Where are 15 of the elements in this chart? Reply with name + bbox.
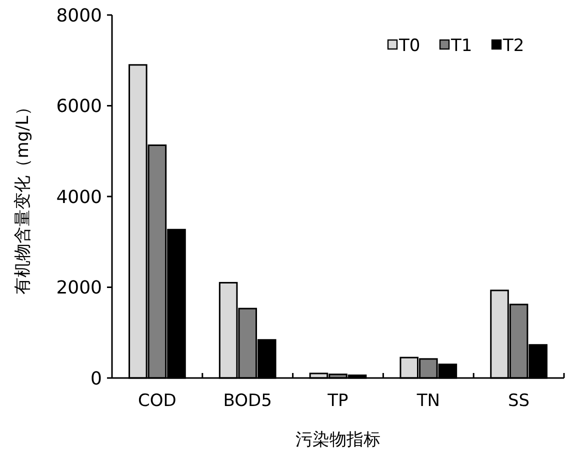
x-tick-label: TN (416, 391, 440, 411)
y-tick-label: 8000 (56, 5, 102, 26)
y-tick-label: 6000 (56, 96, 102, 118)
y-tick-label: 2000 (56, 278, 102, 299)
legend-label: T1 (450, 36, 472, 56)
y-tick-label: 4000 (56, 186, 102, 208)
y-axis-title: 有机物含量变化（mg/L） (13, 98, 33, 294)
x-axis-title: 污染物指标 (296, 430, 380, 450)
x-tick-label: BOD5 (223, 391, 272, 411)
x-tick-label: SS (508, 391, 530, 411)
y-tick-label: 0 (90, 368, 102, 390)
x-tick-label: TP (326, 391, 348, 411)
legend-label: T0 (398, 36, 420, 56)
x-tick-label: COD (138, 391, 176, 411)
legend-label: T2 (502, 36, 524, 56)
